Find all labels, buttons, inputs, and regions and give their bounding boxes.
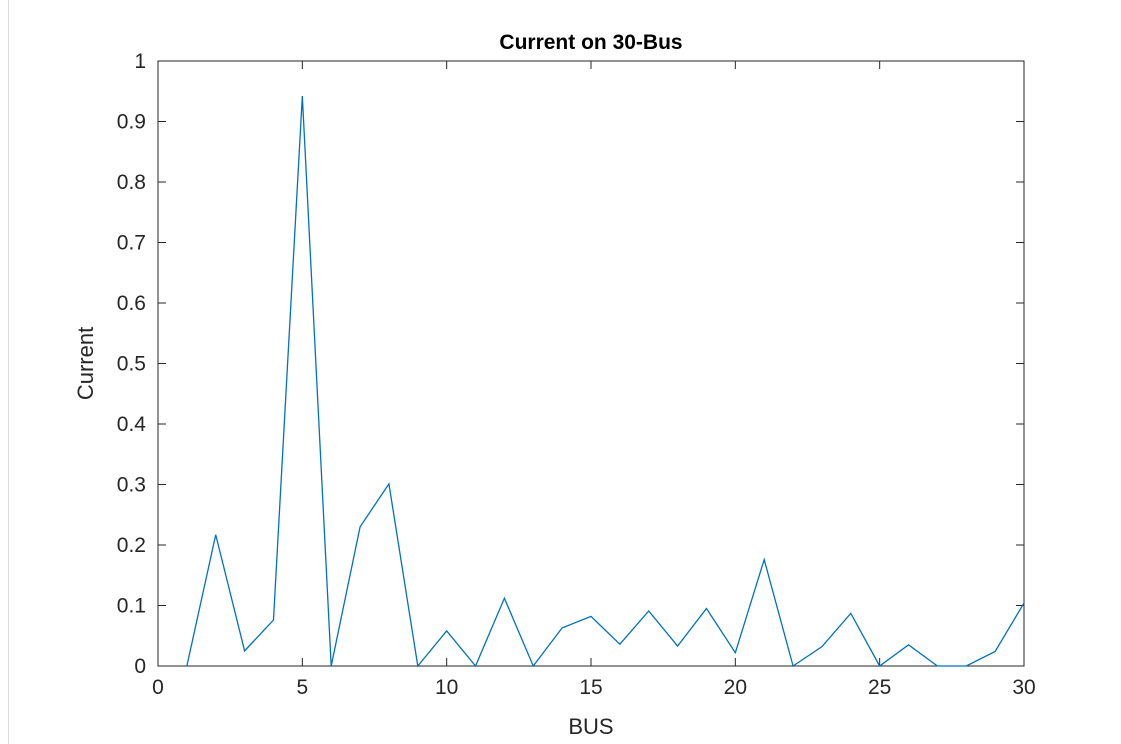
data-point bbox=[763, 558, 765, 560]
y-tick-label: 0.1 bbox=[117, 595, 146, 618]
data-point bbox=[215, 534, 217, 536]
data-point bbox=[1023, 602, 1025, 604]
data-point bbox=[734, 651, 736, 653]
x-tick-label: 15 bbox=[579, 676, 602, 699]
data-point bbox=[243, 650, 245, 652]
y-tick-label: 0.3 bbox=[117, 474, 146, 497]
y-tick-label: 0.7 bbox=[117, 232, 146, 255]
data-point bbox=[619, 643, 621, 645]
y-axis-tick-labels: 0 0.1 0.2 0.3 0.4 0.5 0.6 0.7 0.8 0.9 1 bbox=[117, 50, 147, 678]
data-point bbox=[878, 665, 880, 667]
data-point bbox=[186, 665, 188, 667]
axis-ticks bbox=[157, 60, 1025, 667]
y-tick-label: 0.8 bbox=[117, 171, 146, 194]
y-tick-label: 0.6 bbox=[117, 292, 146, 315]
x-axis-label: BUS bbox=[568, 714, 613, 739]
y-tick-label: 0.4 bbox=[117, 413, 147, 436]
data-point bbox=[648, 610, 650, 612]
x-tick-label: 25 bbox=[868, 676, 891, 699]
data-point bbox=[503, 597, 505, 599]
y-tick-label: 0 bbox=[134, 655, 146, 678]
x-tick-label: 10 bbox=[435, 676, 458, 699]
data-point bbox=[994, 650, 996, 652]
y-tick-label: 0.5 bbox=[117, 353, 146, 376]
data-point bbox=[301, 95, 303, 97]
data-point bbox=[388, 483, 390, 485]
data-point bbox=[417, 665, 419, 667]
y-axis-label: Current bbox=[73, 327, 98, 400]
data-point bbox=[359, 526, 361, 528]
data-point bbox=[821, 645, 823, 647]
data-point bbox=[907, 644, 909, 646]
series-line bbox=[186, 96, 1025, 668]
x-tick-label: 30 bbox=[1012, 676, 1035, 699]
data-point bbox=[792, 665, 794, 667]
y-tick-label: 1 bbox=[134, 50, 146, 73]
data-point bbox=[965, 665, 967, 667]
x-tick-label: 5 bbox=[296, 676, 308, 699]
x-tick-label: 20 bbox=[724, 676, 747, 699]
data-point bbox=[850, 612, 852, 614]
y-tick-label: 0.9 bbox=[117, 111, 146, 134]
data-point bbox=[936, 665, 938, 667]
series-group bbox=[186, 95, 1025, 668]
data-point bbox=[272, 619, 274, 621]
data-point bbox=[590, 615, 592, 617]
window-left-edge bbox=[8, 0, 9, 744]
data-point bbox=[532, 665, 534, 667]
data-point bbox=[676, 645, 678, 647]
data-point bbox=[445, 630, 447, 632]
data-point bbox=[330, 665, 332, 667]
x-axis-tick-labels: 0 5 10 15 20 25 30 bbox=[152, 676, 1036, 699]
data-point bbox=[474, 665, 476, 667]
data-point bbox=[705, 607, 707, 609]
x-tick-label: 0 bbox=[152, 676, 164, 699]
chart-title: Current on 30-Bus bbox=[499, 31, 682, 54]
data-point bbox=[561, 627, 563, 629]
y-tick-label: 0.2 bbox=[117, 534, 146, 557]
